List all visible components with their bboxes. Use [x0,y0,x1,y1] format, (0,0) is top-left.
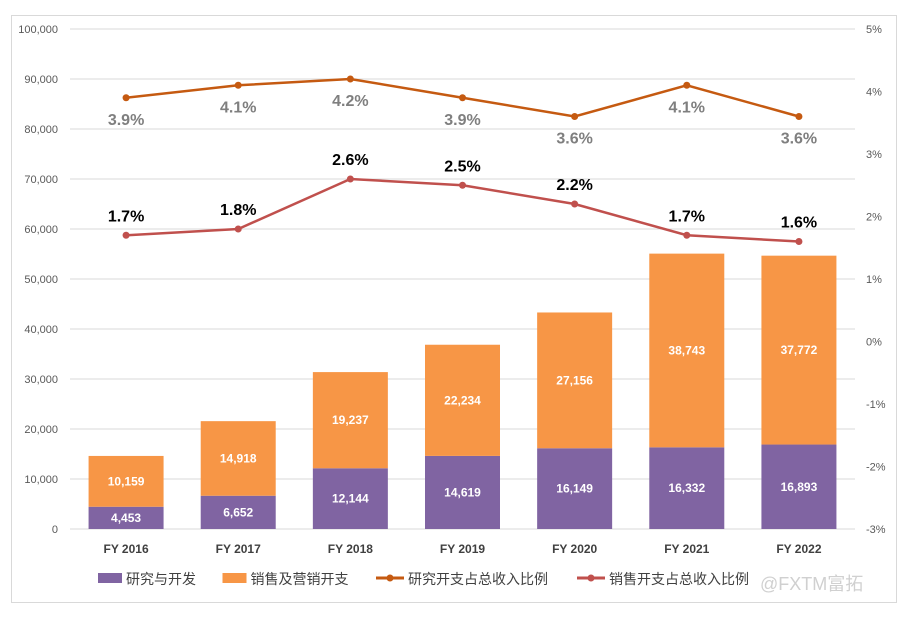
bar-data-label: 10,159 [108,474,145,488]
left-axis-tick: 30,000 [24,374,58,386]
bar-segment [312,372,388,469]
bar-data-label: 6,652 [223,505,253,519]
left-axis-tick: 10,000 [24,474,58,486]
left-axis-tick: 70,000 [24,174,58,186]
line-marker [571,113,579,120]
bar-data-label: 16,149 [556,482,593,496]
line-data-label: 3.6% [781,131,817,148]
bar-data-label: 4,453 [111,511,141,525]
left-axis-tick: 80,000 [24,124,58,136]
line-data-label: 2.2% [556,177,592,194]
line-marker [459,94,466,102]
legend-marker [386,574,394,582]
line-marker [795,113,803,120]
line-marker [683,231,691,239]
category-label: FY 2021 [664,542,709,556]
bar-data-label: 22,234 [444,393,481,407]
bar-segment [88,506,164,529]
category-label: FY 2017 [216,542,261,556]
bar-segment [761,255,837,445]
bar-segment [649,447,725,529]
bar-data-label: 16,893 [781,480,818,494]
bar-data-label: 14,918 [220,451,257,465]
category-label: FY 2020 [552,542,597,556]
bar-data-label: 14,619 [444,485,481,499]
bar-segment [425,455,500,529]
line-data-label: 4.1% [220,99,256,116]
line-data-label: 1.7% [669,208,705,225]
right-axis-tick: 5% [866,24,882,36]
line-marker [122,231,130,239]
line-data-label: 3.9% [108,112,144,129]
left-axis-tick: 60,000 [24,224,58,236]
line-data-label: 1.8% [220,202,256,219]
line-marker [234,225,242,233]
left-axis-tick: 20,000 [24,424,58,436]
line-data-label: 4.1% [669,99,705,116]
right-axis-tick: 4% [866,87,882,99]
left-axis-tick: 50,000 [24,274,58,286]
line-data-label: 1.6% [781,215,817,232]
legend-swatch [98,573,122,583]
bar-data-label: 19,237 [332,413,369,427]
legend-swatch [222,573,247,583]
bar-data-label: 38,743 [668,343,705,357]
legend-label: 研究开支占总收入比例 [408,571,548,587]
bar-segment [88,455,164,507]
bar-data-label: 37,772 [781,343,818,357]
bar-data-label: 12,144 [332,492,369,506]
legend-label: 销售开支占总收入比例 [609,571,749,587]
line-data-label: 3.9% [444,112,480,129]
right-axis-tick: -2% [866,462,886,474]
left-axis-tick: 100,000 [18,24,58,36]
bar-data-label: 16,332 [668,481,705,495]
legend-label: 销售及营销开支 [251,571,349,587]
bar-segment [537,312,613,449]
bar-data-label: 27,156 [556,373,593,387]
line-marker [122,94,130,102]
right-axis-tick: 1% [866,274,882,286]
right-axis-tick: 0% [866,337,882,349]
right-axis-tick: 2% [866,212,882,224]
legend-label: 研究与开发 [126,571,196,587]
left-axis-tick: 90,000 [24,74,58,86]
legend-marker [587,574,595,582]
line-marker [683,81,691,89]
category-label: FY 2018 [328,542,373,556]
category-label: FY 2019 [440,542,485,556]
right-axis-tick: -3% [866,524,886,536]
bar-segment [425,344,500,456]
line-data-label: 2.5% [444,158,480,175]
line-marker [459,181,466,189]
line-marker [346,75,354,83]
line-marker [795,238,803,245]
right-axis-tick: 3% [866,149,882,161]
line-data-label: 2.6% [332,152,368,169]
category-label: FY 2022 [776,542,821,556]
left-axis-tick: 0 [52,524,58,536]
bar-segment [649,253,725,448]
category-label: FY 2016 [103,542,148,556]
bar-segment [312,468,388,529]
line-marker [346,175,354,183]
chart-frame [11,15,897,603]
line-marker [571,200,579,208]
bar-segment [761,444,837,529]
line-data-label: 1.7% [108,208,144,225]
bar-segment [200,495,276,529]
line-data-label: 4.2% [332,93,368,110]
line-data-label: 3.6% [556,131,592,148]
bar-segment [537,448,613,529]
left-axis-tick: 40,000 [24,324,58,336]
watermark: @FXTM富拓 [760,574,863,594]
bar-segment [200,421,276,496]
right-axis-tick: -1% [866,399,886,411]
line-marker [234,81,242,89]
